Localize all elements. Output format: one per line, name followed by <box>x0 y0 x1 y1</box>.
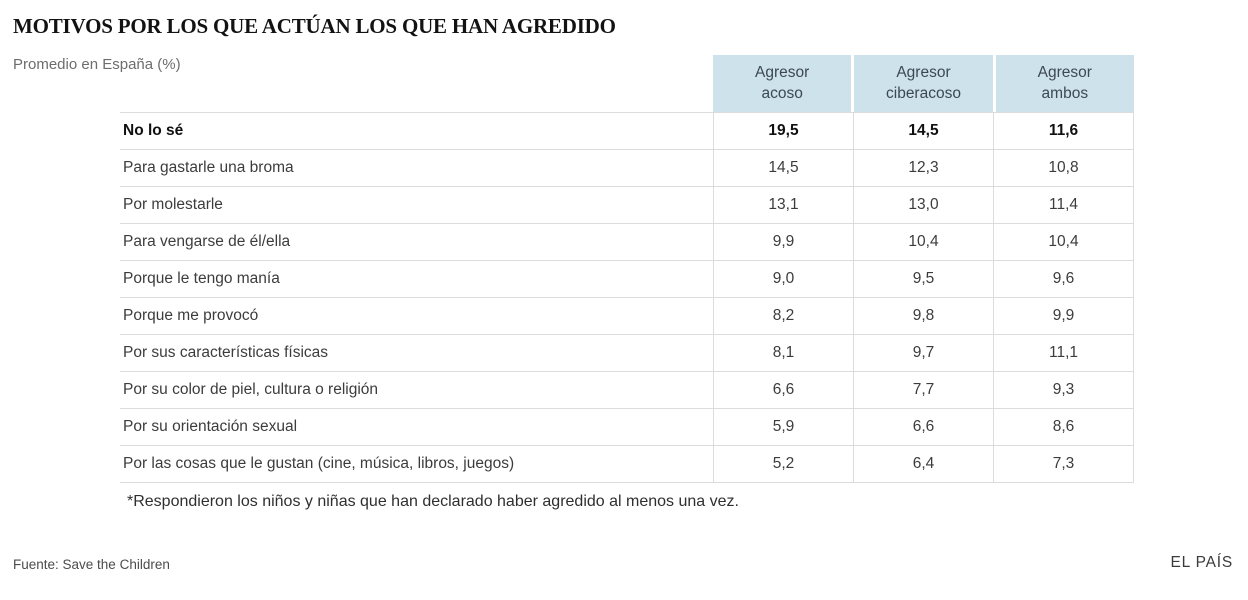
table-row: Porque me provocó 8,2 9,8 9,9 <box>120 297 1134 334</box>
cell-value: 5,9 <box>713 409 853 445</box>
table-row: Por su orientación sexual 5,9 6,6 8,6 <box>120 408 1134 445</box>
cell-value: 9,6 <box>993 261 1134 297</box>
footnote: *Respondieron los niños y niñas que han … <box>127 493 739 510</box>
source-credit: Fuente: Save the Children <box>13 557 170 572</box>
table-row: Por su color de piel, cultura o religión… <box>120 371 1134 408</box>
cell-value: 9,9 <box>993 298 1134 334</box>
chart-title: MOTIVOS POR LOS QUE ACTÚAN LOS QUE HAN A… <box>13 14 616 38</box>
cell-value: 6,6 <box>853 409 993 445</box>
cell-value: 6,4 <box>853 446 993 482</box>
row-label: No lo sé <box>123 122 184 139</box>
table-row: Por molestarle 13,1 13,0 11,4 <box>120 186 1134 223</box>
table-row: Por sus características físicas 8,1 9,7 11,… <box>120 334 1134 371</box>
header-spacer <box>120 55 713 112</box>
chart-subtitle: Promedio en España (%) <box>13 56 181 73</box>
cell-value: 6,6 <box>713 372 853 408</box>
cell-value: 11,4 <box>993 187 1134 223</box>
cell-value: 11,1 <box>993 335 1134 371</box>
cell-value: 10,8 <box>993 150 1134 186</box>
cell-value: 13,1 <box>713 187 853 223</box>
table-row: No lo sé 19,5 14,5 11,6 <box>120 112 1134 149</box>
row-label: Por sus características físicas <box>123 344 329 361</box>
cell-value: 10,4 <box>993 224 1134 260</box>
table-header: Agresor acoso Agresor ciberacoso Agresor a… <box>120 55 1134 112</box>
cell-value: 13,0 <box>853 187 993 223</box>
column-header: Agresor ciberacoso <box>854 55 993 112</box>
data-table: Agresor acoso Agresor ciberacoso Agresor a… <box>120 55 1134 483</box>
cell-value: 7,7 <box>853 372 993 408</box>
cell-value: 9,3 <box>993 372 1134 408</box>
cell-value: 9,7 <box>853 335 993 371</box>
column-header: Agresor acoso <box>713 55 852 112</box>
cell-value: 5,2 <box>713 446 853 482</box>
cell-value: 9,5 <box>853 261 993 297</box>
table-row: Para gastarle una broma 14,5 12,3 10,8 <box>120 149 1134 186</box>
cell-value: 14,5 <box>713 150 853 186</box>
row-label: Para gastarle una broma <box>123 159 294 176</box>
cell-value: 19,5 <box>713 113 853 149</box>
table-row: Porque le tengo manía 9,0 9,5 9,6 <box>120 260 1134 297</box>
table-row: Por las cosas que le gustan (cine, músic… <box>120 445 1134 482</box>
cell-value: 9,0 <box>713 261 853 297</box>
cell-value: 8,2 <box>713 298 853 334</box>
cell-value: 9,8 <box>853 298 993 334</box>
table-body: No lo sé 19,5 14,5 11,6 Para gastarle una br… <box>120 112 1134 483</box>
table-row: Para vengarse de él/ella 9,9 10,4 10,4 <box>120 223 1134 260</box>
cell-value: 11,6 <box>993 113 1134 149</box>
row-label: Porque le tengo manía <box>123 270 280 287</box>
column-header: Agresor ambos <box>995 55 1134 112</box>
cell-value: 14,5 <box>853 113 993 149</box>
row-label: Por las cosas que le gustan (cine, músic… <box>123 455 515 472</box>
row-label: Por molestarle <box>123 196 223 213</box>
cell-value: 9,9 <box>713 224 853 260</box>
row-label: Para vengarse de él/ella <box>123 233 291 250</box>
row-label: Por su orientación sexual <box>123 418 298 435</box>
cell-value: 8,6 <box>993 409 1134 445</box>
publisher-logo: EL PAÍS <box>1170 554 1233 571</box>
cell-value: 10,4 <box>853 224 993 260</box>
cell-value: 8,1 <box>713 335 853 371</box>
row-label: Por su color de piel, cultura o religión <box>123 381 379 398</box>
row-label: Porque me provocó <box>123 307 259 324</box>
cell-value: 7,3 <box>993 446 1134 482</box>
cell-value: 12,3 <box>853 150 993 186</box>
